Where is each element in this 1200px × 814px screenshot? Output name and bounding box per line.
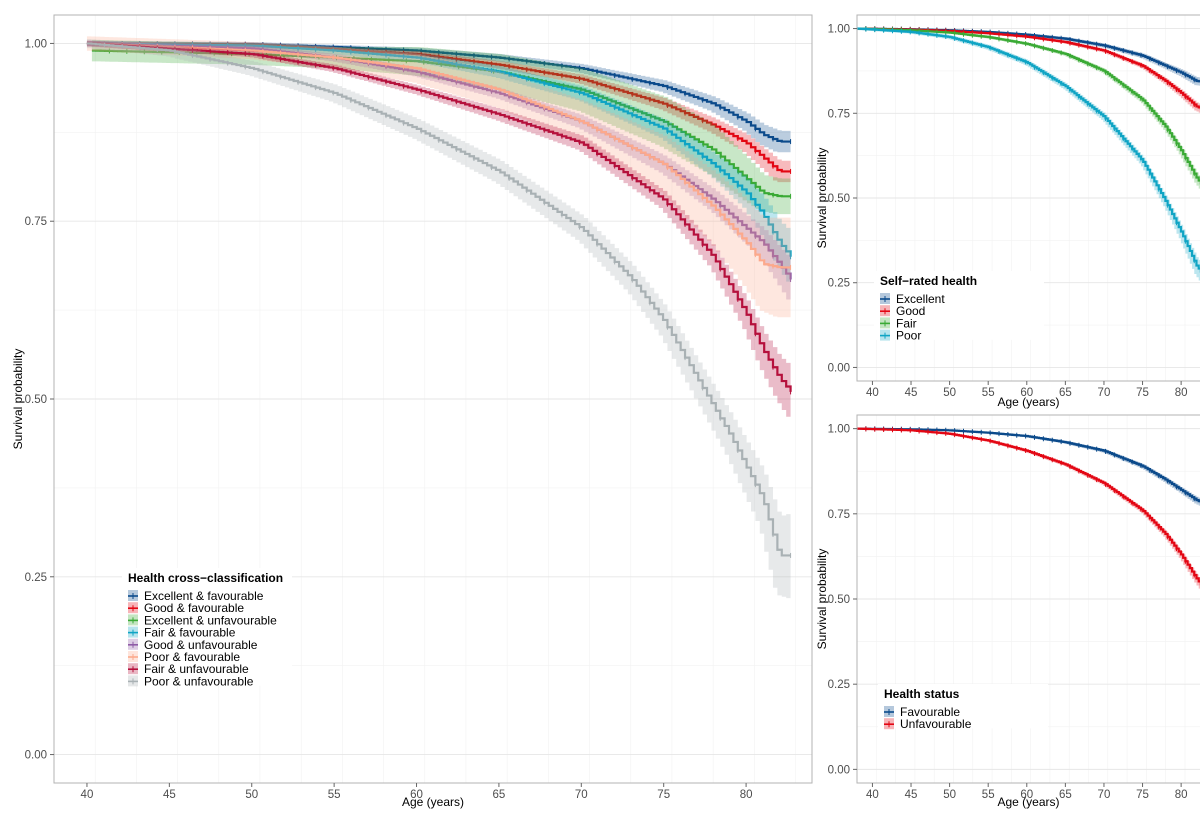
y-axis-title: Survival probability (11, 349, 25, 450)
y-axis-title: Survival probability (815, 549, 829, 650)
x-axis-title: Age (years) (997, 795, 1059, 809)
ci-band-excellent-and-unfavourable (91, 39, 791, 215)
y-axis-title: Survival probability (815, 148, 829, 249)
x-axis-title: Age (years) (402, 795, 464, 809)
series-layer (857, 26, 1200, 281)
legend-title: Health cross−classification (128, 571, 283, 585)
x-tick-label: 80 (740, 789, 753, 801)
x-tick-label: 55 (982, 789, 995, 801)
grid (54, 15, 812, 783)
x-tick-label: 55 (982, 387, 995, 399)
x-tick-label: 70 (1098, 387, 1111, 399)
legend-label: Unfavourable (900, 717, 972, 731)
legend-label: Poor & favourable (144, 650, 240, 664)
legend-background (878, 684, 1048, 729)
y-tick-label: 0.00 (25, 750, 47, 762)
y-tick-label: 0.75 (828, 108, 850, 120)
x-tick-label: 50 (943, 789, 956, 801)
legend-label: Good & unfavourable (144, 638, 258, 652)
ci-band-poor-and-favourable (86, 36, 791, 318)
x-tick-label: 60 (1020, 789, 1033, 801)
x-tick-label: 55 (328, 789, 341, 801)
y-tick-label: 0.75 (25, 216, 47, 228)
legend-label: Good & favourable (144, 601, 244, 615)
legend-label: Poor & unfavourable (144, 674, 254, 688)
legend-background (122, 568, 292, 686)
legend-label: Excellent & unfavourable (144, 613, 277, 627)
x-tick-label: 40 (866, 387, 879, 399)
censor-marks-unfavourable (865, 426, 1195, 578)
panel-health-status: 0.00 0.25 0.50 0.75 1.00 40 45 50 55 60 65 70 75 80 Ag… (815, 414, 1200, 809)
x-tick-label: 80 (1175, 387, 1188, 399)
x-tick-label: 75 (1136, 387, 1149, 399)
x-tick-label: 45 (905, 789, 918, 801)
series-layer (857, 426, 1200, 589)
x-tick-label: 65 (1059, 789, 1072, 801)
x-tick-label: 65 (1059, 387, 1072, 399)
y-tick-label: 1.00 (828, 24, 850, 36)
x-tick-label: 45 (163, 789, 176, 801)
y-tick-label: 0.25 (828, 278, 850, 290)
x-tick-label: 70 (1098, 789, 1111, 801)
legend-label: Excellent & favourable (144, 589, 264, 603)
x-tick-label: 40 (866, 789, 879, 801)
x-tick-label: 50 (245, 789, 258, 801)
panel-self-rated-health: 0.00 0.25 0.50 0.75 1.00 40 45 50 55 60 65 70 75 80 Ag… (815, 14, 1200, 409)
legend-label: Excellent (896, 292, 945, 306)
ci-band-fair-and-favourable (86, 40, 791, 282)
censor-marks-poor-and-unfavourable (104, 42, 792, 558)
x-tick-label: 75 (657, 789, 670, 801)
x-tick-label: 50 (943, 387, 956, 399)
series-layer (86, 36, 792, 599)
legend-label: Fair & favourable (144, 626, 236, 640)
x-tick-label: 60 (410, 789, 423, 801)
y-tick-label: 0.50 (828, 594, 850, 606)
legend-label: Good (896, 304, 925, 318)
y-tick-label: 0.00 (828, 362, 850, 374)
y-tick-label: 0.75 (828, 509, 850, 521)
legend-label: Favourable (900, 705, 960, 719)
x-tick-label: 45 (905, 387, 918, 399)
x-tick-label: 75 (1136, 789, 1149, 801)
legend-label: Fair (896, 316, 917, 330)
legend-label: Fair & unfavourable (144, 662, 249, 676)
panel-health-cross-classification: 0.00 0.25 0.50 0.75 1.00 40 45 50 55 60 65 70 75 80 Ag… (11, 14, 813, 809)
legend-title: Health status (884, 687, 960, 701)
x-axis-title: Age (years) (997, 395, 1059, 409)
legend-label: Poor (896, 329, 921, 343)
y-tick-label: 0.50 (25, 394, 47, 406)
x-tick-label: 70 (575, 789, 588, 801)
y-tick-label: 1.00 (25, 38, 47, 50)
y-tick-label: 0.50 (828, 193, 850, 205)
y-tick-label: 0.25 (25, 572, 47, 584)
y-tick-label: 1.00 (828, 424, 850, 436)
y-tick-label: 0.25 (828, 679, 850, 691)
x-tick-label: 40 (81, 789, 94, 801)
x-tick-label: 60 (1020, 387, 1033, 399)
legend-title: Self−rated health (880, 274, 977, 288)
legend-background (874, 271, 1044, 340)
x-tick-label: 80 (1175, 789, 1188, 801)
censor-marks-poor (865, 26, 1195, 264)
legend: Health cross−classification Excellent & f… (122, 568, 292, 688)
x-tick-label: 65 (493, 789, 506, 801)
y-tick-label: 0.00 (828, 764, 850, 776)
